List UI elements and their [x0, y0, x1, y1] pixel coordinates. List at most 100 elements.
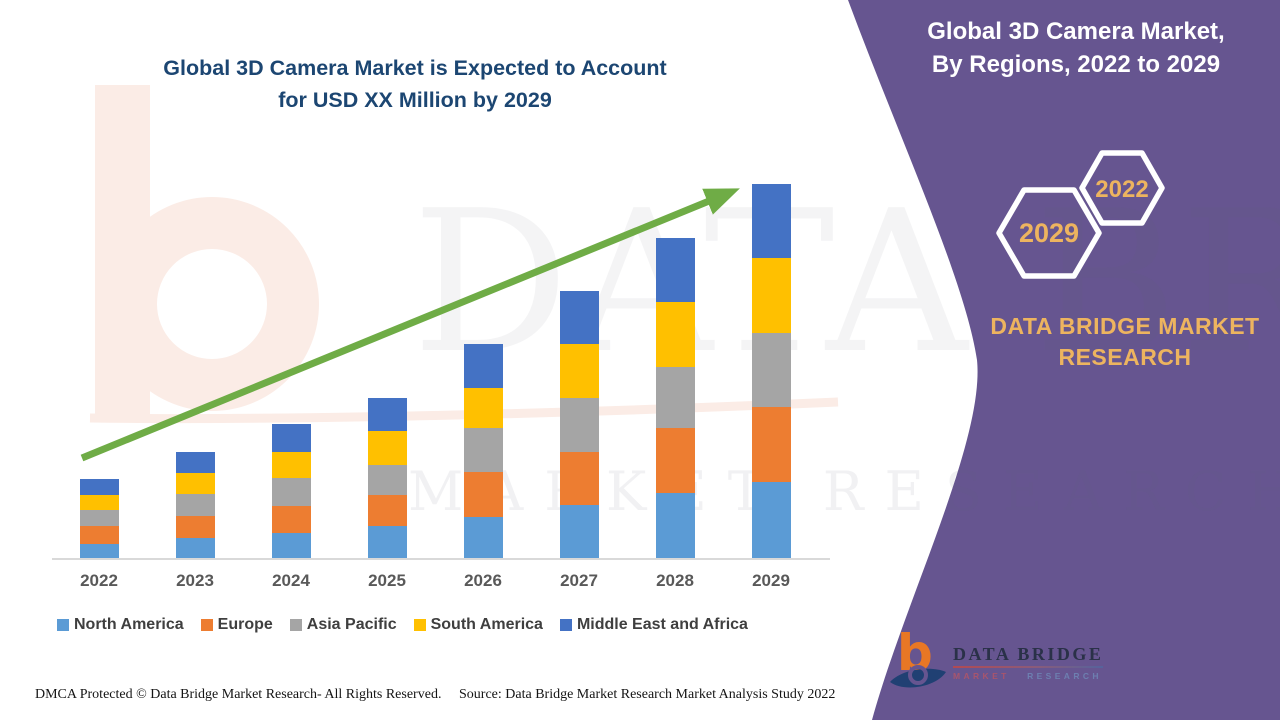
banner-title: Global 3D Camera Market, By Regions, 202…	[878, 15, 1274, 81]
stacked-bar-2024	[272, 424, 311, 558]
bar-segment	[272, 424, 311, 452]
bar-segment	[272, 533, 311, 558]
bar-segment	[464, 472, 503, 517]
bar-segment	[656, 493, 695, 558]
chart-title-line2: for USD XX Million by 2029	[278, 88, 552, 112]
hexagon-2022-icon	[1079, 150, 1165, 226]
x-axis-label: 2029	[752, 571, 790, 590]
stacked-bar-2026	[464, 344, 503, 558]
legend-swatch-icon	[413, 619, 426, 631]
legend-item: South America	[413, 616, 543, 634]
bar-segment	[176, 452, 215, 473]
legend-item: Middle East and Africa	[559, 616, 748, 634]
logo-sub-research: RESEARCH	[1027, 671, 1102, 681]
legend-swatch-icon	[559, 619, 572, 631]
chart-title-line1: Global 3D Camera Market is Expected to A…	[163, 56, 667, 80]
bar-segment	[560, 398, 599, 452]
hexagon-2029-icon	[996, 187, 1102, 279]
logo-sub-market: MARKET	[953, 671, 1010, 681]
x-axis-label: 2022	[80, 571, 118, 590]
bar-segment	[752, 482, 791, 558]
bar-segment	[560, 344, 599, 398]
hexagon-badges: 2029 2022	[996, 150, 1165, 279]
stacked-bar-2027	[560, 291, 599, 558]
banner-title-line1: Global 3D Camera Market,	[927, 18, 1225, 45]
logo-underline	[953, 666, 1104, 668]
chart-legend: North America Europe Asia Pacific South Ame…	[57, 616, 748, 634]
footer-dmca-text: DMCA Protected © Data Bridge Market Rese…	[35, 687, 442, 702]
brand-text-line2: RESEARCH	[1058, 344, 1192, 370]
bar-segment	[464, 428, 503, 472]
bars-layer	[0, 140, 840, 558]
hexagon-2029-label: 2029	[1019, 218, 1079, 248]
footer-source-text: Source: Data Bridge Market Research Mark…	[459, 687, 836, 702]
x-axis-label: 2024	[272, 571, 310, 590]
bar-segment	[464, 517, 503, 558]
legend-item: Asia Pacific	[289, 616, 397, 634]
databridge-logo: b DATA BRIDGE MARKET RESEARCH	[889, 624, 1104, 694]
bar-segment	[176, 494, 215, 516]
bar-segment	[368, 495, 407, 526]
bar-segment	[272, 452, 311, 478]
banner-title-line2: By Regions, 2022 to 2029	[931, 51, 1221, 78]
stacked-bar-2022	[80, 479, 119, 558]
stacked-bar-2028	[656, 238, 695, 558]
x-axis-label: 2027	[560, 571, 598, 590]
chart-title: Global 3D Camera Market is Expected to A…	[85, 52, 745, 116]
bar-segment	[80, 510, 119, 526]
bar-segment	[560, 452, 599, 505]
bar-segment	[80, 495, 119, 510]
brand-text: DATA BRIDGE MARKET RESEARCH	[960, 311, 1280, 373]
stacked-bar-2025	[368, 398, 407, 558]
bar-segment	[656, 302, 695, 367]
x-axis-label: 2026	[464, 571, 502, 590]
bar-segment	[752, 184, 791, 258]
bar-segment	[80, 479, 119, 495]
legend-label: Europe	[217, 616, 273, 633]
databridge-logo-swoosh-icon	[890, 665, 946, 688]
bar-segment	[368, 526, 407, 558]
bar-segment	[176, 516, 215, 538]
bar-segment	[176, 538, 215, 558]
bar-segment	[272, 506, 311, 533]
legend-item: North America	[57, 616, 184, 634]
x-axis-label: 2028	[656, 571, 694, 590]
bar-segment	[656, 428, 695, 493]
legend-swatch-icon	[289, 619, 302, 631]
databridge-logo-text: DATA BRIDGE MARKET RESEARCH	[953, 644, 1104, 681]
legend-label: North America	[74, 616, 184, 633]
bar-segment	[368, 431, 407, 465]
bar-segment	[752, 258, 791, 333]
x-axis-label: 2023	[176, 571, 214, 590]
bar-segment	[176, 473, 215, 494]
bar-segment	[368, 465, 407, 495]
bar-segment	[656, 238, 695, 302]
bar-segment	[368, 398, 407, 431]
x-axis-label: 2025	[368, 571, 406, 590]
bar-segment	[752, 407, 791, 482]
x-axis-line	[52, 558, 830, 560]
bar-segment	[272, 478, 311, 506]
x-axis-labels: 2022 2023 2024 2025 2026 2027 2028 2029	[0, 571, 840, 597]
stacked-bar-2023	[176, 452, 215, 558]
bar-segment	[752, 333, 791, 407]
bar-segment	[464, 388, 503, 428]
stacked-bar-2029	[752, 184, 791, 558]
bar-segment	[80, 526, 119, 544]
hexagon-2022-label: 2022	[1095, 176, 1148, 203]
legend-swatch-icon	[57, 619, 69, 631]
legend-label: Middle East and Africa	[576, 616, 748, 633]
bar-segment	[464, 344, 503, 388]
legend-item: Europe	[200, 616, 273, 634]
bar-segment	[656, 367, 695, 428]
bar-segment	[560, 505, 599, 558]
bar-segment	[80, 544, 119, 558]
legend-swatch-icon	[200, 619, 213, 631]
bar-segment	[560, 291, 599, 344]
legend-label: South America	[430, 616, 543, 633]
legend-label: Asia Pacific	[306, 616, 397, 633]
databridge-logo-b-icon: b	[889, 624, 947, 694]
brand-text-line1: DATA BRIDGE MARKET	[990, 313, 1260, 339]
